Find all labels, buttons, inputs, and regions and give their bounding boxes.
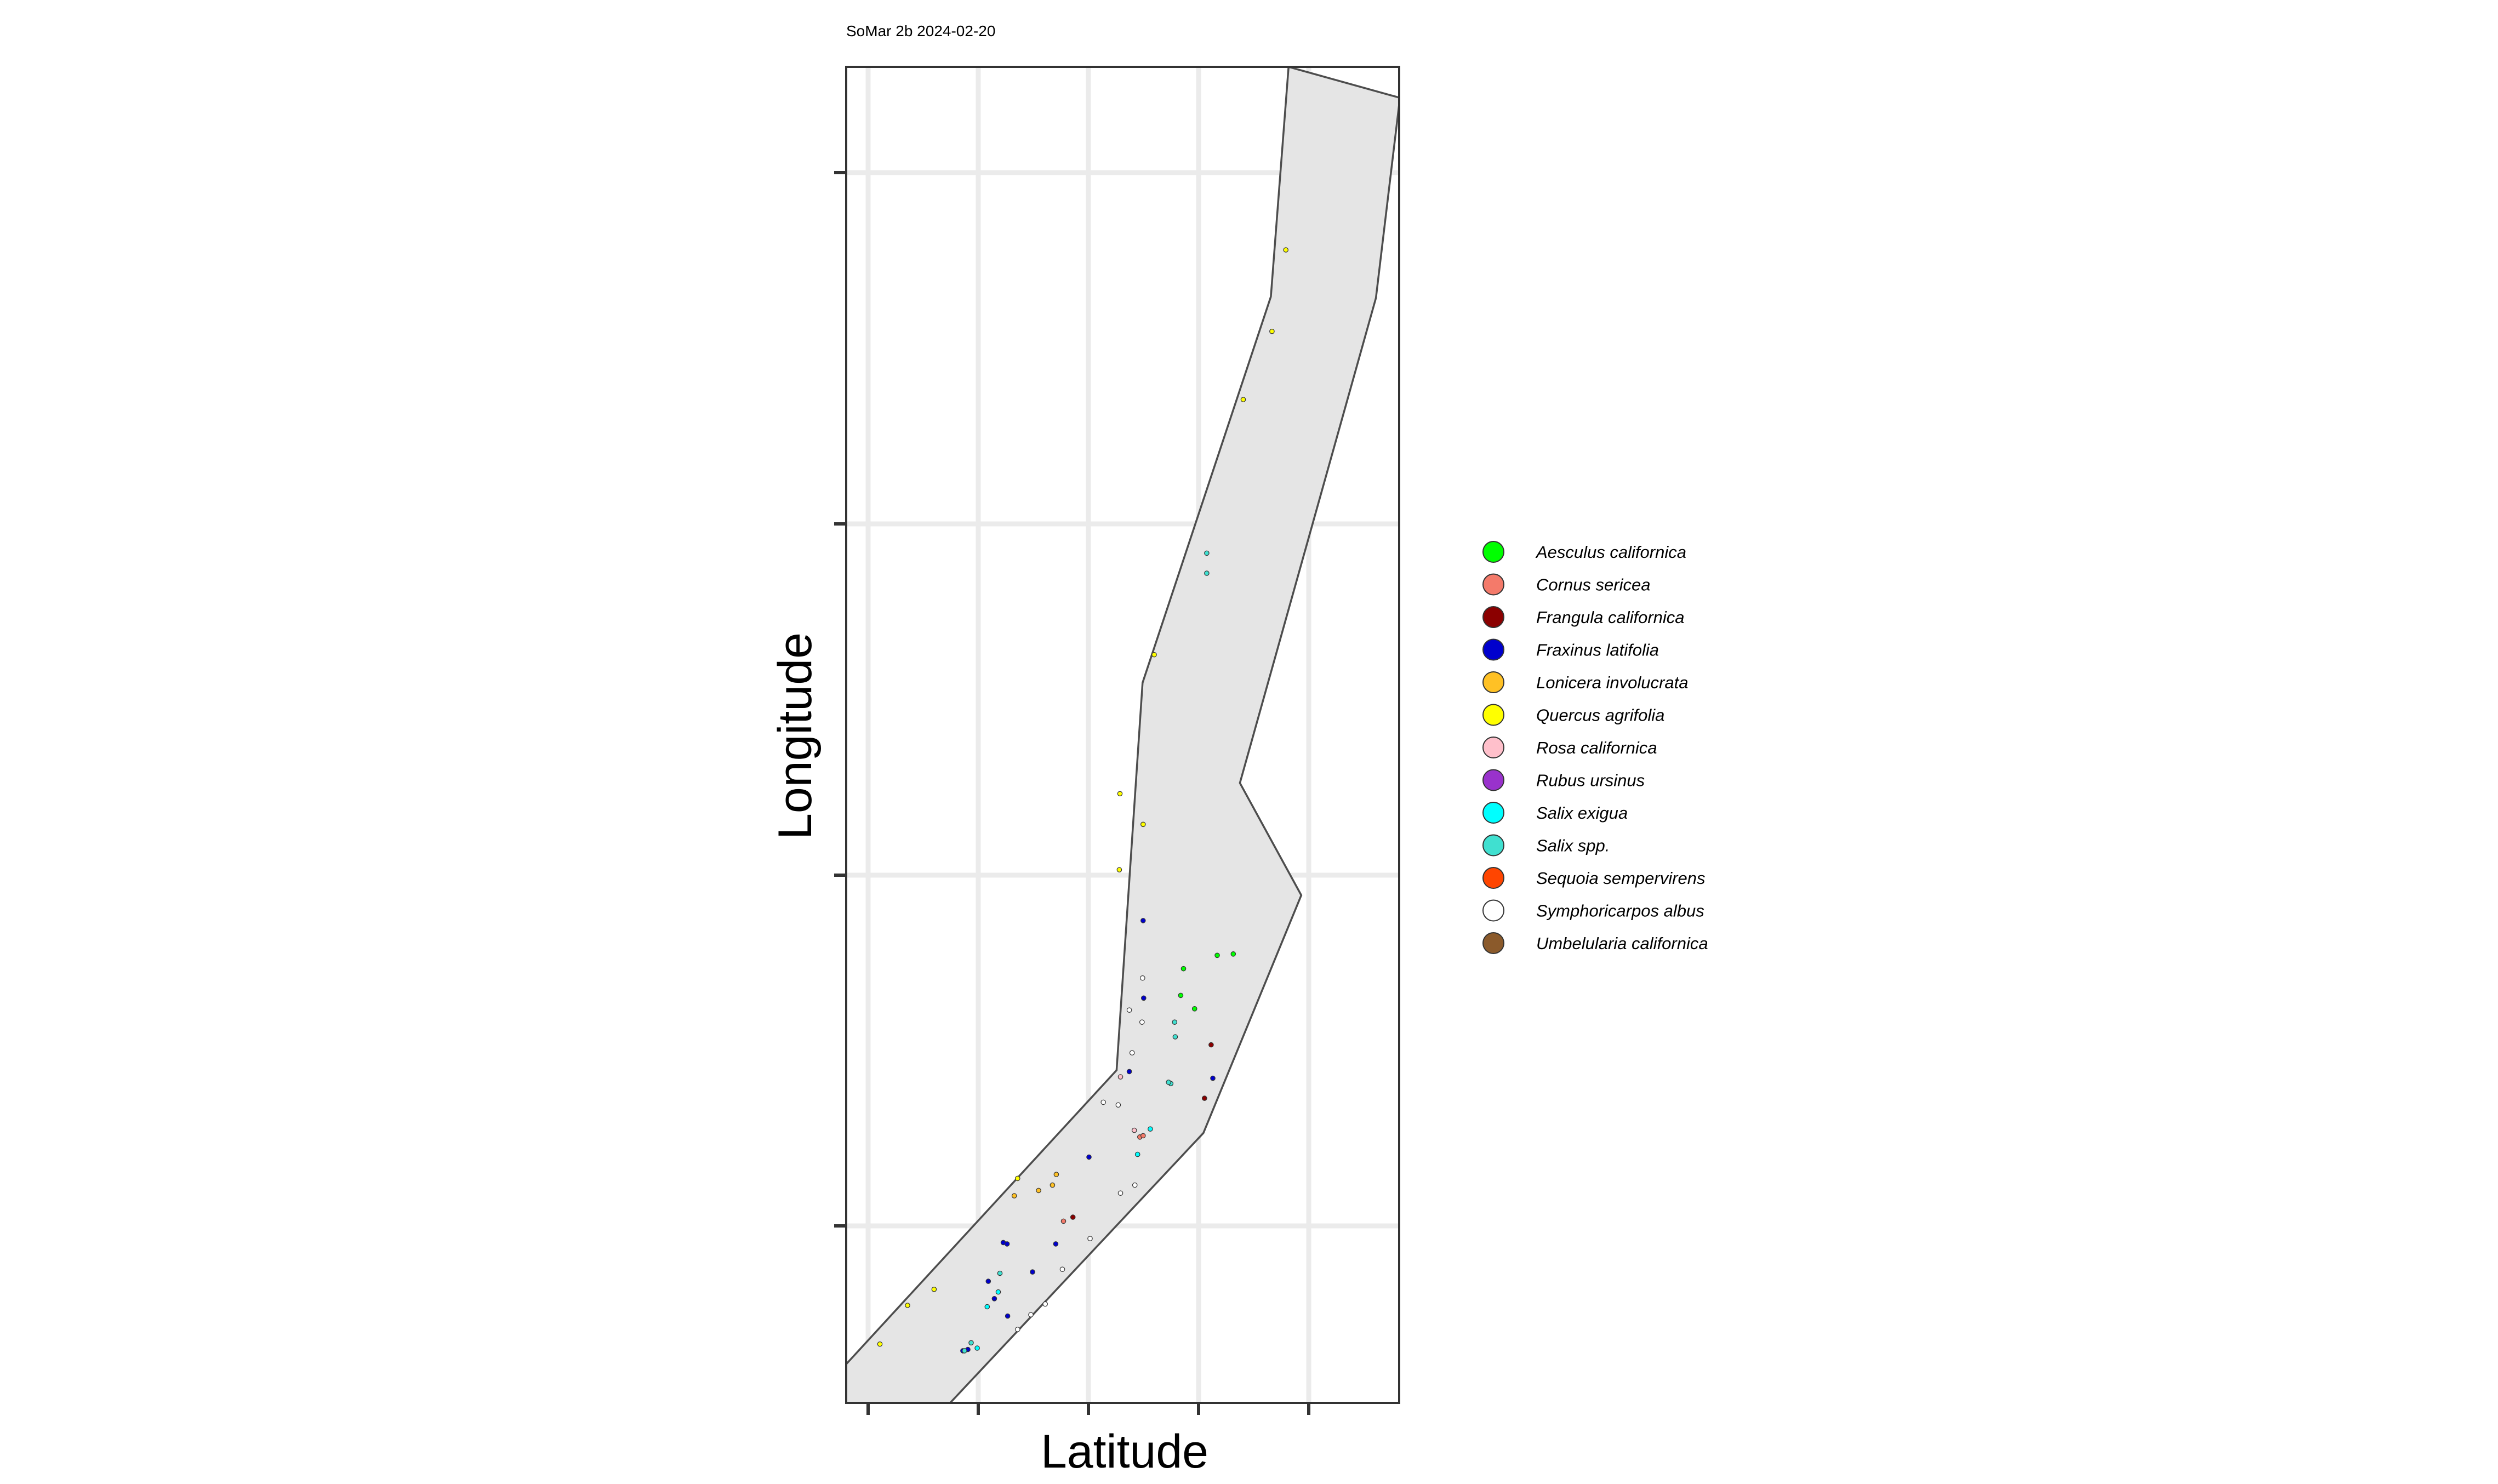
legend-key-quercus-agrifolia xyxy=(1482,704,1504,726)
point-fraxinus-latifolia-4 xyxy=(1086,1154,1092,1160)
point-salix-spp-7 xyxy=(962,1348,967,1354)
point-fraxinus-latifolia-9 xyxy=(991,1296,997,1302)
legend-label-salix-spp: Salix spp. xyxy=(1536,836,1610,855)
point-salix-spp-8 xyxy=(968,1340,974,1346)
legend: Aesculus californica Cornus sericea Frangu… xyxy=(1482,541,1708,954)
plot-panel xyxy=(845,66,1400,1404)
point-symphoricarpos-albus-7 xyxy=(1132,1182,1138,1188)
legend-key-sequoia-sempervirens xyxy=(1482,867,1504,889)
point-frangula-californica-1 xyxy=(1202,1095,1207,1101)
point-symphoricarpos-albus-6 xyxy=(1115,1102,1121,1108)
point-symphoricarpos-albus-5 xyxy=(1100,1099,1106,1105)
point-fraxinus-latifolia-13 xyxy=(1030,1269,1035,1275)
point-fraxinus-latifolia-8 xyxy=(985,1278,991,1284)
legend-key-lonicera-involucrata xyxy=(1482,671,1504,693)
point-symphoricarpos-albus-1 xyxy=(1140,975,1145,981)
point-fraxinus-latifolia-3 xyxy=(1126,1069,1132,1075)
point-quercus-agrifolia-6 xyxy=(1140,821,1146,827)
point-aesculus-californica-5 xyxy=(1178,992,1184,998)
point-salix-exigua-5 xyxy=(995,1289,1001,1295)
point-symphoricarpos-albus-12 xyxy=(1015,1327,1020,1332)
point-cornus-sericea-2 xyxy=(1060,1218,1067,1224)
point-salix-spp-2 xyxy=(1204,570,1210,576)
legend-label-rosa-californica: Rosa californica xyxy=(1536,738,1657,757)
point-salix-spp-1 xyxy=(1204,550,1210,556)
point-rosa-californica-2 xyxy=(1117,1074,1123,1080)
point-lonicera-involucrata-1 xyxy=(1053,1172,1059,1177)
point-rosa-californica-1 xyxy=(1131,1127,1137,1133)
point-frangula-californica-3 xyxy=(1070,1214,1076,1220)
point-quercus-agrifolia-2 xyxy=(1269,328,1275,334)
legend-key-rubus-ursinus xyxy=(1482,769,1504,791)
legend-label-lonicera-involucrata: Lonicera involucrata xyxy=(1536,673,1688,692)
point-lonicera-involucrata-2 xyxy=(1050,1182,1056,1188)
point-cornus-sericea-3 xyxy=(1140,1133,1146,1139)
point-frangula-californica-2 xyxy=(1208,1042,1214,1048)
point-aesculus-californica-1 xyxy=(1180,966,1187,972)
point-symphoricarpos-albus-8 xyxy=(1117,1190,1123,1196)
point-symphoricarpos-albus-9 xyxy=(1087,1236,1093,1241)
legend-label-quercus-agrifolia: Quercus agrifolia xyxy=(1536,706,1664,725)
point-lonicera-involucrata-4 xyxy=(1011,1193,1017,1198)
legend-label-frangula-californica: Frangula californica xyxy=(1536,608,1685,627)
chart-subtitle: SoMar 2b 2024-02-20 xyxy=(846,22,995,39)
point-quercus-agrifolia-9 xyxy=(931,1287,937,1292)
point-salix-exigua-3 xyxy=(984,1304,990,1310)
panel-border xyxy=(845,66,1400,1404)
point-salix-spp-9 xyxy=(997,1270,1003,1276)
point-quercus-agrifolia-3 xyxy=(1240,397,1246,402)
point-salix-spp-3 xyxy=(1172,1019,1178,1025)
legend-label-sequoia-sempervirens: Sequoia sempervirens xyxy=(1536,869,1705,888)
point-fraxinus-latifolia-7 xyxy=(1004,1241,1010,1247)
point-quercus-agrifolia-10 xyxy=(905,1303,910,1308)
legend-key-salix-exigua xyxy=(1482,802,1504,824)
point-quercus-agrifolia-5 xyxy=(1117,791,1123,797)
legend-key-umbelularia-californica xyxy=(1482,932,1504,954)
legend-key-symphoricarpos-albus xyxy=(1482,899,1504,922)
point-salix-exigua-2 xyxy=(1148,1126,1153,1132)
point-symphoricarpos-albus-11 xyxy=(1028,1312,1034,1317)
point-quercus-agrifolia-1 xyxy=(1283,247,1288,253)
legend-label-fraxinus-latifolia: Fraxinus latifolia xyxy=(1536,641,1659,660)
point-symphoricarpos-albus-4 xyxy=(1129,1050,1135,1055)
legend-label-symphoricarpos-albus: Symphoricarpos albus xyxy=(1536,901,1704,921)
legend-key-cornus-sericea xyxy=(1482,573,1504,596)
point-fraxinus-latifolia-14 xyxy=(1005,1313,1011,1319)
point-quercus-agrifolia-7 xyxy=(1116,867,1122,872)
point-lonicera-involucrata-3 xyxy=(1036,1188,1041,1194)
point-fraxinus-latifolia-12 xyxy=(1053,1241,1059,1247)
legend-key-rosa-californica xyxy=(1482,737,1504,758)
study-area-polygon xyxy=(846,67,1399,1403)
legend-label-aesculus-californica: Aesculus californica xyxy=(1535,543,1686,562)
point-aesculus-californica-3 xyxy=(1230,951,1236,957)
point-salix-exigua-4 xyxy=(974,1345,980,1351)
point-fraxinus-latifolia-5 xyxy=(1210,1075,1216,1081)
legend-key-fraxinus-latifolia xyxy=(1482,638,1504,661)
axes xyxy=(834,171,1310,1415)
point-quercus-agrifolia-8 xyxy=(1015,1175,1020,1182)
point-salix-spp-6 xyxy=(1172,1034,1178,1040)
point-aesculus-californica-4 xyxy=(1191,1006,1197,1012)
point-symphoricarpos-albus-3 xyxy=(1139,1019,1145,1025)
legend-label-salix-exigua: Salix exigua xyxy=(1536,803,1628,823)
point-salix-exigua-1 xyxy=(1134,1151,1140,1157)
point-symphoricarpos-albus-10 xyxy=(1059,1266,1065,1272)
legend-key-salix-spp xyxy=(1482,834,1504,857)
legend-key-aesculus-californica xyxy=(1482,541,1504,563)
x-axis-title: Latitude xyxy=(1041,1425,1208,1478)
legend-label-cornus-sericea: Cornus sericea xyxy=(1536,575,1650,595)
point-fraxinus-latifolia-1 xyxy=(1140,918,1146,923)
point-quercus-agrifolia-4 xyxy=(1151,652,1157,658)
point-quercus-agrifolia-11 xyxy=(877,1341,883,1347)
legend-label-umbelularia-californica: Umbelularia californica xyxy=(1536,934,1708,953)
point-symphoricarpos-albus-2 xyxy=(1126,1007,1132,1013)
point-symphoricarpos-albus-13 xyxy=(1042,1301,1048,1307)
legend-label-rubus-ursinus: Rubus ursinus xyxy=(1536,771,1645,790)
y-axis-title: Longitude xyxy=(769,632,822,840)
point-aesculus-californica-2 xyxy=(1214,952,1220,958)
point-salix-spp-5 xyxy=(1166,1080,1171,1085)
point-fraxinus-latifolia-2 xyxy=(1141,995,1147,1001)
legend-key-frangula-californica xyxy=(1482,606,1504,628)
